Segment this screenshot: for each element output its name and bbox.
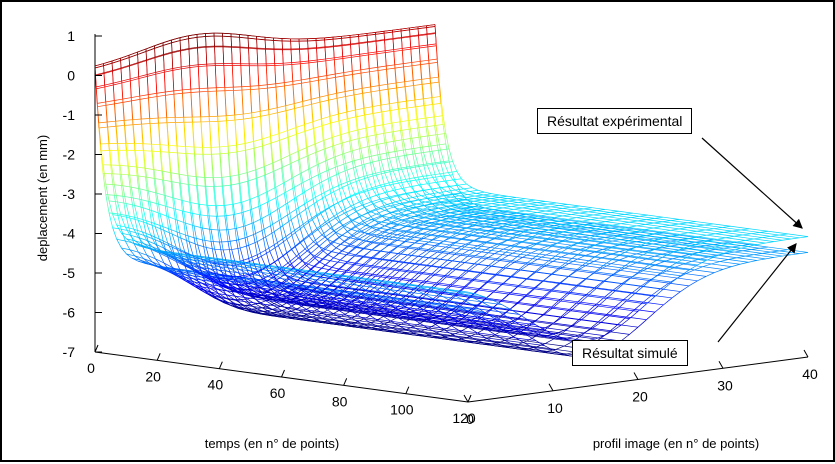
x-tick-mark — [344, 378, 347, 385]
z-tick-label: 0 — [67, 68, 75, 84]
callout-simulated: Résultat simulé — [572, 340, 688, 366]
y-tick-mark — [719, 361, 723, 368]
z-tick-label: -3 — [63, 186, 76, 202]
z-axis-ticks: 1 0 -1 -2 -3 -4 -5 -6 -7 — [63, 28, 102, 360]
y-axis-label: profil image (en n° de points) — [593, 436, 759, 451]
z-tick-label: 1 — [67, 28, 75, 44]
surface-mesh — [95, 25, 808, 357]
y-tick-mark — [549, 384, 553, 391]
x-tick-label: 0 — [87, 360, 95, 376]
y-tick-label: 30 — [717, 377, 733, 393]
x-axis-label: temps (en n° de points) — [205, 436, 340, 451]
x-tick-label: 100 — [390, 402, 414, 418]
x-tick-label: 80 — [332, 393, 348, 409]
z-tick-label: -6 — [63, 305, 76, 321]
callout-experimental: Résultat expérimental — [537, 108, 692, 134]
y-tick-mark — [464, 395, 468, 402]
y-tick-label: 40 — [802, 366, 818, 382]
z-tick-label: -5 — [63, 265, 76, 281]
y-tick-mark — [804, 350, 808, 357]
x-tick-mark — [406, 387, 409, 394]
y-tick-mark — [634, 373, 638, 380]
arrow-simulated — [718, 244, 796, 342]
x-tick-label: 40 — [208, 377, 224, 393]
y-tick-label: 10 — [547, 400, 563, 416]
x-tick-mark — [219, 362, 222, 369]
x-tick-mark — [282, 370, 285, 377]
y-tick-label: 20 — [632, 389, 648, 405]
x-tick-mark — [157, 353, 160, 360]
y-tick-label: 0 — [466, 411, 474, 427]
x-tick-mark — [468, 395, 471, 402]
z-tick-label: -2 — [63, 147, 76, 163]
z-tick-label: -4 — [63, 226, 76, 242]
z-tick-label: -1 — [63, 107, 76, 123]
z-tick-label: -7 — [63, 344, 76, 360]
arrow-experimental — [702, 138, 802, 228]
x-tick-label: 20 — [145, 368, 161, 384]
x-tick-label: 60 — [270, 385, 286, 401]
z-axis-label: deplacement (en mm) — [35, 135, 50, 261]
